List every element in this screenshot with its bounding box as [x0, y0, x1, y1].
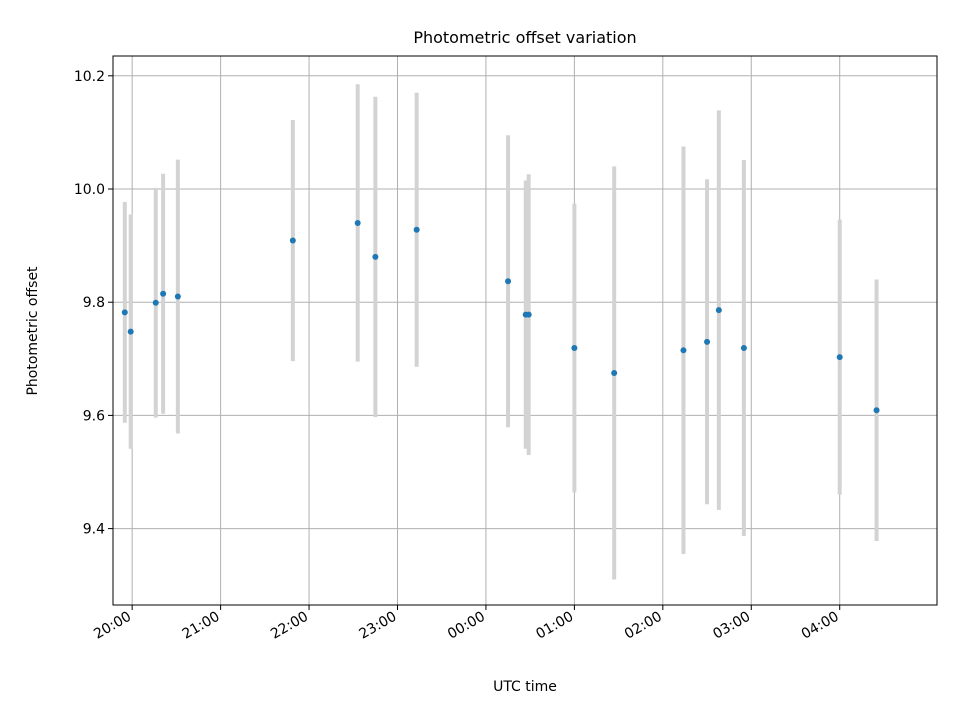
data-point	[505, 278, 512, 285]
data-point	[571, 345, 578, 352]
data-point	[611, 369, 618, 376]
data-point	[289, 237, 296, 244]
data-point	[715, 307, 722, 314]
chart-title: Photometric offset variation	[413, 28, 636, 47]
data-point	[680, 347, 687, 354]
data-point	[160, 290, 167, 297]
data-point	[121, 309, 128, 316]
y-tick-label: 9.4	[83, 522, 105, 538]
data-points	[121, 219, 880, 414]
plot-frame	[112, 55, 938, 606]
data-point	[525, 311, 532, 318]
y-tick-label: 9.8	[83, 295, 105, 311]
data-point	[413, 226, 420, 233]
y-axis-ticks: 9.4 9.6 9.8 10.0 10.2	[74, 69, 113, 538]
data-point	[152, 299, 159, 306]
data-point	[372, 253, 379, 260]
data-point	[740, 345, 747, 352]
y-tick-label: 10.2	[74, 69, 105, 85]
data-point	[704, 338, 711, 345]
y-tick-label: 9.6	[83, 408, 105, 424]
data-point	[873, 407, 880, 414]
y-tick-label: 10.0	[74, 182, 105, 198]
data-point	[354, 219, 361, 226]
data-point	[836, 354, 843, 361]
x-axis-label: UTC time	[493, 679, 557, 695]
data-point	[127, 328, 134, 335]
y-axis-label: Photometric offset	[25, 266, 41, 396]
data-point	[174, 293, 181, 300]
